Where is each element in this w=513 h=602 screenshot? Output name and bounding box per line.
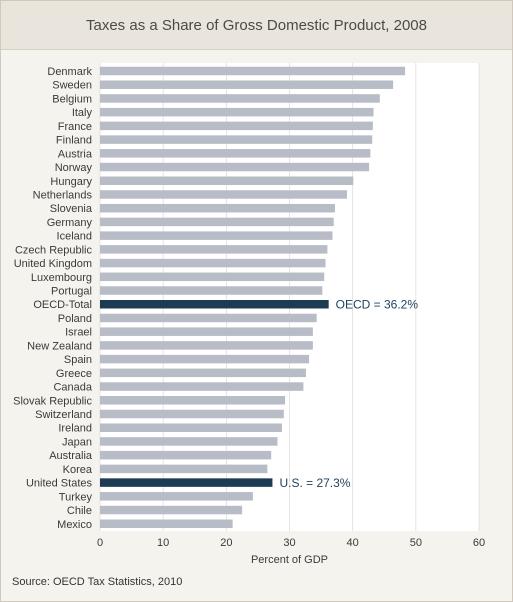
category-label-czech-republic: Czech Republic xyxy=(15,244,93,256)
category-label-japan: Japan xyxy=(62,436,92,448)
category-label-ireland: Ireland xyxy=(58,423,92,435)
bar-united-states xyxy=(100,478,273,487)
category-label-turkey: Turkey xyxy=(59,491,93,503)
bar-poland xyxy=(100,313,317,323)
bar-italy xyxy=(100,107,374,117)
bar-korea xyxy=(100,464,268,474)
bar-oecd-total xyxy=(100,299,329,309)
title-bar: Taxes as a Share of Gross Domestic Produ… xyxy=(1,1,512,50)
category-label-chile: Chile xyxy=(67,505,92,517)
category-label-switzerland: Switzerland xyxy=(35,409,92,421)
bar-switzerland xyxy=(100,409,284,419)
bar-chile xyxy=(100,505,243,515)
bar-denmark xyxy=(100,66,406,76)
bar-luxembourg xyxy=(100,272,325,282)
x-tick-label-10: 10 xyxy=(157,537,169,549)
category-label-denmark: Denmark xyxy=(47,66,92,78)
category-label-canada: Canada xyxy=(53,382,92,394)
chart-title: Taxes as a Share of Gross Domestic Produ… xyxy=(86,16,427,34)
x-axis-label: Percent of GDP xyxy=(251,554,328,566)
bar-ireland xyxy=(100,423,282,432)
category-label-israel: Israel xyxy=(65,327,92,339)
bar-sweden xyxy=(100,80,394,89)
category-label-spain: Spain xyxy=(64,354,92,366)
category-label-slovak-republic: Slovak Republic xyxy=(13,395,92,407)
category-label-portugal: Portugal xyxy=(51,286,92,298)
bar-united-kingdom xyxy=(100,258,326,268)
bar-slovenia xyxy=(100,203,335,213)
x-tick-label-40: 40 xyxy=(347,537,359,549)
bar-portugal xyxy=(100,286,323,295)
category-label-germany: Germany xyxy=(47,217,93,229)
category-label-oecd-total: OECD-Total xyxy=(33,299,92,311)
annotation-oecd-total: OECD = 36.2% xyxy=(336,298,419,312)
category-label-austria: Austria xyxy=(58,148,93,160)
bar-canada xyxy=(100,382,304,391)
x-tick-label-30: 30 xyxy=(283,537,295,549)
source-note: Source: OECD Tax Statistics, 2010 xyxy=(12,576,183,588)
category-label-france: France xyxy=(58,121,92,133)
annotation-united-states: U.S. = 27.3% xyxy=(279,476,350,490)
category-label-mexico: Mexico xyxy=(57,519,92,531)
category-label-sweden: Sweden xyxy=(52,80,92,92)
category-label-norway: Norway xyxy=(55,162,93,174)
category-label-poland: Poland xyxy=(58,313,92,325)
bar-turkey xyxy=(100,492,253,501)
bar-germany xyxy=(100,217,334,227)
x-tick-label-60: 60 xyxy=(473,537,485,549)
x-tick-label-0: 0 xyxy=(97,537,103,549)
category-label-australia: Australia xyxy=(49,450,93,462)
category-label-finland: Finland xyxy=(56,135,92,147)
category-label-korea: Korea xyxy=(63,464,93,476)
bar-belgium xyxy=(100,94,380,103)
category-label-italy: Italy xyxy=(72,107,93,119)
bar-greece xyxy=(100,368,306,378)
bar-slovak-republic xyxy=(100,396,286,405)
bar-austria xyxy=(100,149,371,158)
category-label-new-zealand: New Zealand xyxy=(27,340,92,352)
category-label-belgium: Belgium xyxy=(52,93,92,105)
x-tick-label-50: 50 xyxy=(410,537,422,549)
category-label-hungary: Hungary xyxy=(50,176,92,188)
bar-france xyxy=(100,121,373,131)
bar-spain xyxy=(100,354,310,364)
category-label-iceland: Iceland xyxy=(57,231,92,243)
bar-japan xyxy=(100,437,278,446)
category-label-netherlands: Netherlands xyxy=(33,189,93,201)
category-label-slovenia: Slovenia xyxy=(50,203,93,215)
bar-iceland xyxy=(100,231,333,240)
bar-israel xyxy=(100,327,313,336)
bar-finland xyxy=(100,135,373,144)
bar-chart: 0 10 20 30 40 50 60 Percent of GDP Denmark Sweden… xyxy=(13,63,485,566)
category-label-united-kingdom: United Kingdom xyxy=(14,258,92,270)
bar-new-zealand xyxy=(100,341,313,350)
category-label-united-states: United States xyxy=(26,478,93,490)
bar-netherlands xyxy=(100,190,347,199)
category-label-greece: Greece xyxy=(56,368,92,380)
category-label-luxembourg: Luxembourg xyxy=(31,272,92,284)
bar-mexico xyxy=(100,519,233,529)
x-tick-label-20: 20 xyxy=(220,537,232,549)
bar-australia xyxy=(100,450,272,460)
bar-norway xyxy=(100,162,370,172)
bar-czech-republic xyxy=(100,245,328,254)
bar-hungary xyxy=(100,176,354,186)
